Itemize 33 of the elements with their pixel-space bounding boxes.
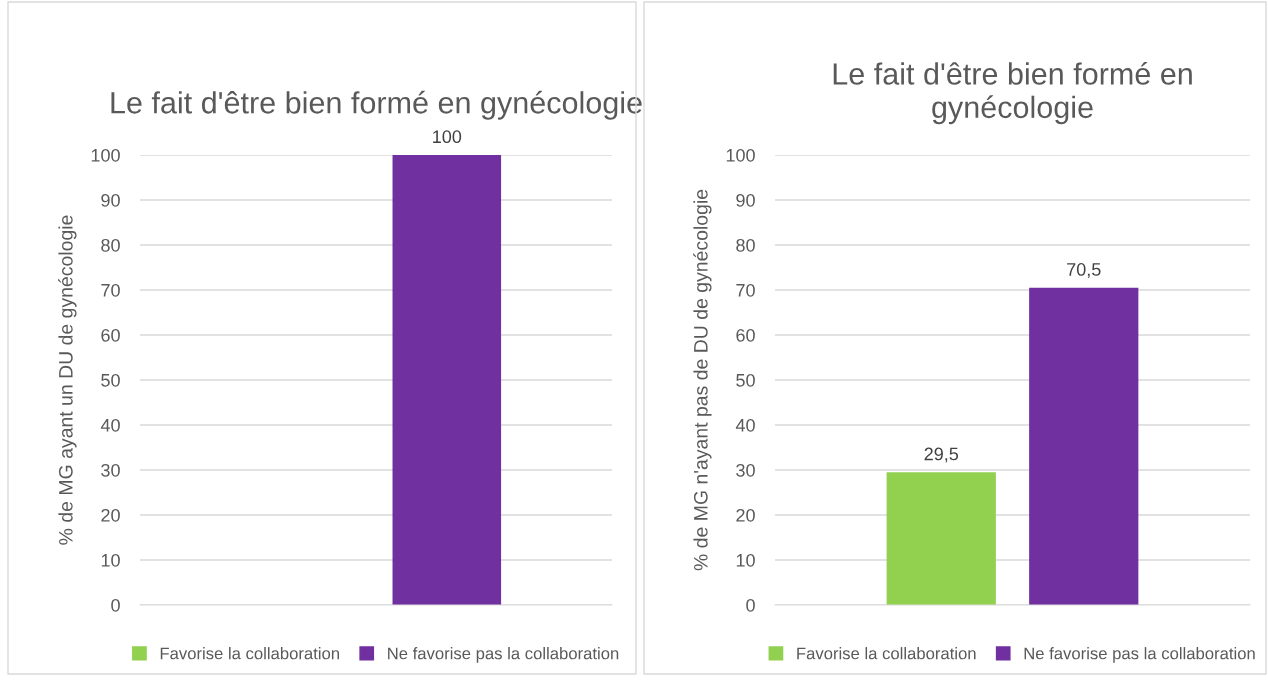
y-tick-label: 20 bbox=[101, 508, 120, 522]
y-tick-label: 60 bbox=[101, 328, 120, 342]
legend-label: Ne favorise pas la collaboration bbox=[388, 647, 619, 663]
y-axis-title: % de MG n'ayant pas de DU de gynécologie bbox=[693, 189, 712, 571]
y-tick-label: 10 bbox=[736, 553, 755, 567]
data-label: 70,5 bbox=[1067, 263, 1101, 278]
y-tick-label: 20 bbox=[736, 508, 755, 522]
y-tick-label: 0 bbox=[111, 598, 120, 612]
y-tick-label: 70 bbox=[101, 283, 120, 297]
y-tick-label: 70 bbox=[736, 283, 755, 297]
data-label: 29,5 bbox=[924, 447, 959, 463]
legend-label: Favorise la collaboration bbox=[160, 647, 339, 660]
y-axis-title: % de MG ayant un DU de gynécologie bbox=[58, 215, 77, 545]
y-tick-label: 50 bbox=[736, 373, 755, 387]
y-tick-label: 0 bbox=[746, 598, 755, 612]
y-tick-label: 10 bbox=[101, 553, 120, 567]
legend-label: Favorise la collaboration bbox=[797, 647, 976, 660]
y-tick-label: 80 bbox=[101, 238, 120, 252]
y-tick-label: 80 bbox=[736, 238, 755, 252]
chart-title: Le fait d'être bien formé en gynécologie bbox=[111, 90, 642, 120]
y-tick-label: 90 bbox=[736, 193, 755, 207]
data-label: 100 bbox=[433, 130, 462, 144]
legend-label: Ne favorise pas la collaboration bbox=[1024, 647, 1255, 663]
y-tick-label: 50 bbox=[101, 373, 120, 387]
y-tick-label: 90 bbox=[101, 193, 120, 207]
y-tick-label: 40 bbox=[735, 418, 755, 432]
y-tick-label: 100 bbox=[91, 148, 120, 162]
chart-title: Le fait d'être bien formé en gynécologie bbox=[833, 61, 1192, 125]
y-tick-label: 40 bbox=[100, 418, 120, 432]
y-tick-label: 100 bbox=[726, 148, 755, 162]
y-tick-label: 60 bbox=[736, 328, 755, 342]
y-tick-label: 30 bbox=[736, 463, 755, 477]
y-tick-label: 30 bbox=[101, 463, 120, 477]
